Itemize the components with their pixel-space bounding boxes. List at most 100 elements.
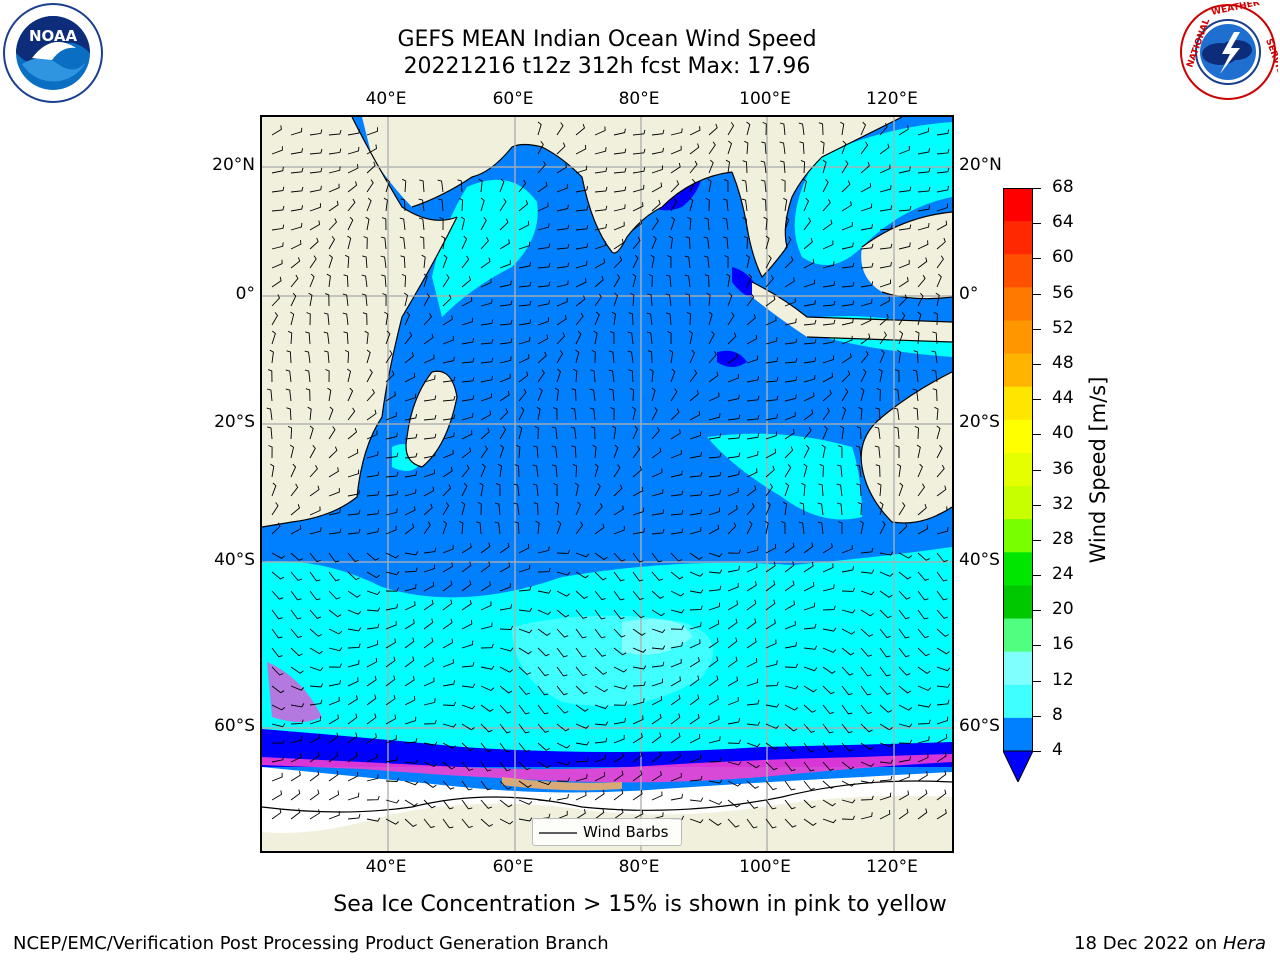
wind-barb xyxy=(575,571,589,579)
wind-barb xyxy=(290,504,301,516)
wind-barb xyxy=(309,666,324,672)
wind-barb xyxy=(874,445,881,459)
wind-barb xyxy=(651,713,662,725)
wind-barb xyxy=(290,463,297,478)
wind-barb xyxy=(647,350,653,364)
wind-barb xyxy=(613,256,623,269)
wind-barb xyxy=(765,723,780,729)
wind-barb xyxy=(727,487,739,497)
wind-barb xyxy=(898,330,904,345)
wind-barb xyxy=(803,338,817,345)
wind-barb xyxy=(400,255,406,269)
wind-barb xyxy=(399,217,406,231)
wind-barb xyxy=(499,356,512,364)
wind-barb xyxy=(708,141,716,155)
wind-barb xyxy=(499,799,513,808)
wind-barb xyxy=(532,483,539,497)
wind-barb xyxy=(347,713,358,725)
wind-barb xyxy=(399,236,406,250)
wind-barb xyxy=(669,349,674,364)
wind-barb xyxy=(461,780,473,791)
wind-barb xyxy=(423,414,437,421)
wind-barb xyxy=(665,312,672,326)
wind-barb xyxy=(917,736,930,744)
colorbar-segment xyxy=(1003,618,1033,653)
colorbar-tick-mark xyxy=(1033,575,1041,577)
colorbar-tick-mark xyxy=(1033,610,1041,612)
wind-barb xyxy=(898,790,909,801)
wind-barb xyxy=(727,780,742,787)
wind-barb xyxy=(324,350,330,364)
wind-barb xyxy=(328,200,339,212)
colorbar-tick-mark xyxy=(1033,504,1041,506)
wind-barb xyxy=(608,369,615,383)
wind-barb xyxy=(385,432,398,440)
sea-ice-band xyxy=(262,754,952,783)
wind-barb xyxy=(724,255,729,269)
wind-barb xyxy=(917,292,924,307)
wind-barb xyxy=(893,407,900,421)
wind-barb xyxy=(649,368,654,383)
wind-barb xyxy=(936,203,949,212)
wind-barb xyxy=(366,817,381,822)
wind-barb xyxy=(556,122,564,136)
wind-barb xyxy=(269,349,274,364)
wind-barb xyxy=(404,471,418,478)
wind-barb xyxy=(366,607,381,612)
wind-barb xyxy=(423,451,436,459)
wind-barb xyxy=(765,448,777,459)
wind-barb xyxy=(689,657,700,668)
wind-barb xyxy=(309,770,320,782)
wind-barb xyxy=(594,502,603,516)
wind-barb xyxy=(594,552,608,560)
wind-barb xyxy=(328,811,340,820)
wind-barb xyxy=(725,159,730,174)
wind-barb xyxy=(575,809,586,820)
colorbar-tick-label: 24 xyxy=(1052,564,1074,585)
wind-barb xyxy=(651,182,663,193)
wind-barb xyxy=(746,618,757,630)
wind-barb xyxy=(366,795,380,801)
wind-barb xyxy=(746,376,760,383)
wind-barb xyxy=(442,780,455,790)
wind-barb xyxy=(613,167,627,174)
wind-barb xyxy=(898,685,912,694)
wind-barb xyxy=(518,585,532,592)
wind-barb xyxy=(594,754,607,763)
wind-barb xyxy=(575,312,584,326)
wind-barb xyxy=(784,620,796,630)
wind-barb xyxy=(306,312,311,326)
wind-barb xyxy=(288,330,293,345)
wind-barb xyxy=(689,571,704,577)
wind-barb xyxy=(480,561,491,573)
wind-barb xyxy=(537,317,549,326)
wind-barb xyxy=(784,642,798,649)
wind-barb xyxy=(328,528,342,535)
wind-barb xyxy=(518,817,533,822)
colorbar-segment xyxy=(1003,519,1033,553)
wind-barb xyxy=(556,332,566,345)
wind-barb xyxy=(936,255,944,269)
wind-barb xyxy=(381,274,387,288)
wind-barb xyxy=(570,407,577,421)
wind-barb xyxy=(666,255,672,269)
wind-barb xyxy=(556,142,566,155)
wind-barb xyxy=(898,704,913,711)
wind-barb xyxy=(803,258,815,269)
wind-barb xyxy=(784,394,797,402)
wind-barb xyxy=(784,298,796,307)
wind-barb xyxy=(879,185,892,193)
wind-barb xyxy=(535,520,540,535)
wind-barb xyxy=(746,678,759,687)
wind-barb xyxy=(286,350,292,364)
wind-barb xyxy=(879,704,893,713)
wind-barb xyxy=(366,675,377,687)
wind-barb xyxy=(461,704,476,710)
wind-barb xyxy=(499,426,507,440)
wind-barb xyxy=(385,603,398,611)
wind-barb xyxy=(632,647,647,653)
wind-barb xyxy=(461,276,472,288)
wind-barb xyxy=(802,178,807,193)
wind-barb xyxy=(480,338,494,345)
wind-barb xyxy=(898,808,909,820)
